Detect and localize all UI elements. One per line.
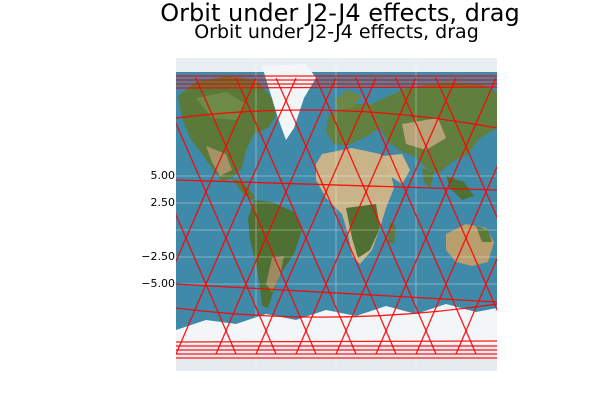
y-tick-label: 2.50 [150,196,176,209]
australia-east-coast [476,226,492,242]
greenland-landmass [262,64,316,140]
arctic-ice [176,58,497,72]
india-peninsula [422,168,434,188]
y-tick-label: 5.00 [150,169,176,182]
orbit-ground-track [176,75,497,359]
chart-title: Orbit under J2-J4 effects, drag [160,0,520,27]
chart-subtitle: Orbit under J2-J4 effects, drag [194,21,479,43]
y-tick-label: −2.50 [141,250,175,263]
southeast-asia [446,176,474,200]
patagonia [266,256,284,292]
y-tick-label: −5.00 [141,277,175,290]
world-satellite-map [176,58,497,371]
plot-area [176,58,497,371]
scandinavia [334,90,362,110]
